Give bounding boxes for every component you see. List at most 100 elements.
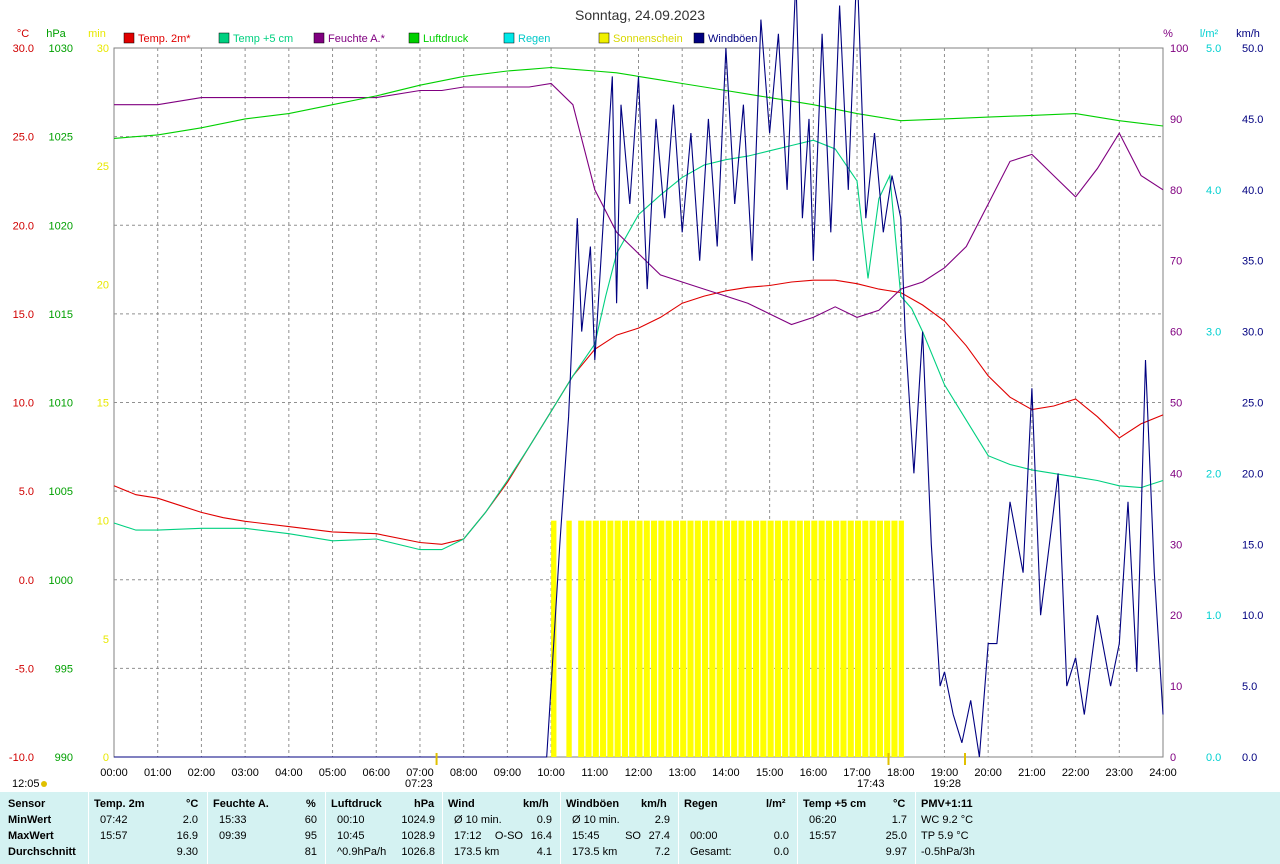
stats-cell-wind-extra: O-SO <box>494 830 523 842</box>
sunshine-bar <box>847 520 854 757</box>
stats-cell-pmv: -0.5hPa/3h <box>921 846 975 858</box>
stats-cell-feuchte-val: 95 <box>304 830 317 842</box>
hdr-wind-unit: km/h <box>523 798 549 810</box>
marker-dot <box>41 781 47 787</box>
y-tick-label-press: 1005 <box>49 486 73 498</box>
y-tick-label-wind: 35.0 <box>1242 256 1263 268</box>
sunshine-bar <box>818 520 825 757</box>
sunshine-bar <box>862 520 869 757</box>
sunshine-bar <box>680 520 687 757</box>
sunshine-bar <box>585 520 592 757</box>
y-tick-label-press: 1020 <box>49 220 73 232</box>
y-tick-label-hum: 80 <box>1170 185 1182 197</box>
y-tick-label-hum: 10 <box>1170 681 1182 693</box>
x-tick-label: 10:00 <box>537 767 565 779</box>
x-tick-label: 01:00 <box>144 767 172 779</box>
y-tick-label-rain: 2.0 <box>1206 468 1221 480</box>
stats-cell-boeen-val: 7.2 <box>654 846 670 858</box>
x-tick-label: 22:00 <box>1062 767 1090 779</box>
statistics-panel: Sensor Temp. 2m °C Feuchte A. % Luftdruc… <box>0 792 1280 864</box>
sunshine-bar <box>731 520 738 757</box>
sunshine-bar <box>804 520 811 757</box>
stats-cell-wind-val: 16.4 <box>530 830 552 842</box>
sunshine-bar <box>745 520 752 757</box>
marker-label: 12:05 <box>12 778 40 790</box>
stats-cell-temp2m-time: 15:57 <box>100 830 128 842</box>
x-tick-label: 15:00 <box>756 767 784 779</box>
hdr-wind: Wind <box>448 798 475 810</box>
stats-row: MaxWert 15:57 16.9 09:39 95 10:45 1028.9 17:12 O… <box>0 830 1280 846</box>
legend-swatch <box>598 32 610 44</box>
stats-cell-wind-time: 173.5 km <box>454 846 500 858</box>
y-tick-label-hum: 50 <box>1170 398 1182 410</box>
stats-cell-regen-time: Gesamt: <box>690 846 732 858</box>
hdr-sensor: Sensor <box>8 798 46 810</box>
stats-cell-temp5-val: 9.97 <box>885 846 907 858</box>
sunshine-bar <box>578 520 585 757</box>
y-tick-label-hum: 90 <box>1170 114 1182 126</box>
y-tick-label-min: 30 <box>97 43 109 55</box>
y-tick-label-wind: 10.0 <box>1242 610 1263 622</box>
sunshine-bar <box>833 520 840 757</box>
chart-series <box>113 0 1164 758</box>
stats-cell-temp2m-time: 07:42 <box>100 814 128 826</box>
legend-swatch <box>123 32 135 44</box>
y-tick-label-temp: 15.0 <box>13 309 34 321</box>
stats-cell-label: MaxWert <box>8 830 54 842</box>
x-tick-label: 04:00 <box>275 767 303 779</box>
y-tick-label-hum: 0 <box>1170 752 1176 764</box>
hdr-regen: Regen <box>684 798 718 810</box>
stats-cell-boeen-time: 15:45 <box>572 830 600 842</box>
stats-row: MinWert 07:42 2.0 15:33 60 00:10 1024.9 Ø 10 mi… <box>0 814 1280 830</box>
stats-cell-luftdruck-time: 00:10 <box>337 814 365 826</box>
sunshine-bar <box>840 520 847 757</box>
y-tick-label-min: 5 <box>103 634 109 646</box>
sunshine-bar <box>614 520 621 757</box>
legend-label: Feuchte A.* <box>328 33 386 45</box>
y-tick-label-wind: 20.0 <box>1242 468 1263 480</box>
y-tick-label-wind: 30.0 <box>1242 327 1263 339</box>
series-line <box>114 82 1164 326</box>
hdr-temp2m: Temp. 2m <box>94 798 145 810</box>
hdr-regen-unit: l/m² <box>766 798 786 810</box>
stats-cell-regen-val: 0.0 <box>773 830 789 842</box>
axis-unit-hum: % <box>1163 28 1173 40</box>
x-tick-label: 05:00 <box>319 767 347 779</box>
sunshine-bar <box>753 520 760 757</box>
y-tick-label-min: 10 <box>97 516 109 528</box>
chart-legend: Temp. 2m* Temp +5 cm Feuchte A.* Luftdruck R… <box>123 32 758 45</box>
y-tick-label-press: 1025 <box>49 132 73 144</box>
stats-header-row: Sensor Temp. 2m °C Feuchte A. % Luftdruc… <box>0 798 1280 814</box>
y-tick-label-temp: 0.0 <box>19 575 34 587</box>
x-tick-label: 09:00 <box>494 767 522 779</box>
stats-cell-feuchte-time: 09:39 <box>219 830 247 842</box>
x-tick-label: 12:00 <box>625 767 653 779</box>
y-tick-label-wind: 25.0 <box>1242 398 1263 410</box>
stats-cell-pmv: TP 5.9 °C <box>921 830 969 842</box>
sunshine-bar <box>658 520 665 757</box>
sunshine-bar <box>811 520 818 757</box>
chart-title: Sonntag, 24.09.2023 <box>575 7 705 23</box>
stats-cell-feuchte-time: 15:33 <box>219 814 247 826</box>
y-tick-label-hum: 60 <box>1170 327 1182 339</box>
axis-unit-wind: km/h <box>1236 28 1260 40</box>
stats-cell-temp5-val: 25.0 <box>885 830 907 842</box>
stats-cell-pmv: WC 9.2 °C <box>921 814 974 826</box>
stats-cell-label: MinWert <box>8 814 52 826</box>
x-tick-label: 18:00 <box>887 767 915 779</box>
y-tick-label-hum: 40 <box>1170 468 1182 480</box>
sunshine-bar <box>789 520 796 757</box>
y-tick-label-rain: 3.0 <box>1206 327 1221 339</box>
axis-unit-press: hPa <box>46 28 66 40</box>
sunshine-bar <box>716 520 723 757</box>
y-tick-label-min: 25 <box>97 161 109 173</box>
y-tick-label-hum: 30 <box>1170 539 1182 551</box>
hdr-boeen: Windböen <box>566 798 620 810</box>
legend-swatch <box>218 32 230 44</box>
chart-axes: 00:00 01:00 02:00 03:00 04:00 05:00 06:00 07:00… <box>9 28 1264 779</box>
sunshine-bar <box>665 520 672 757</box>
stats-cell-wind-val: 4.1 <box>536 846 552 858</box>
x-tick-label: 13:00 <box>668 767 696 779</box>
sunshine-bar <box>672 520 679 757</box>
x-tick-label: 08:00 <box>450 767 478 779</box>
